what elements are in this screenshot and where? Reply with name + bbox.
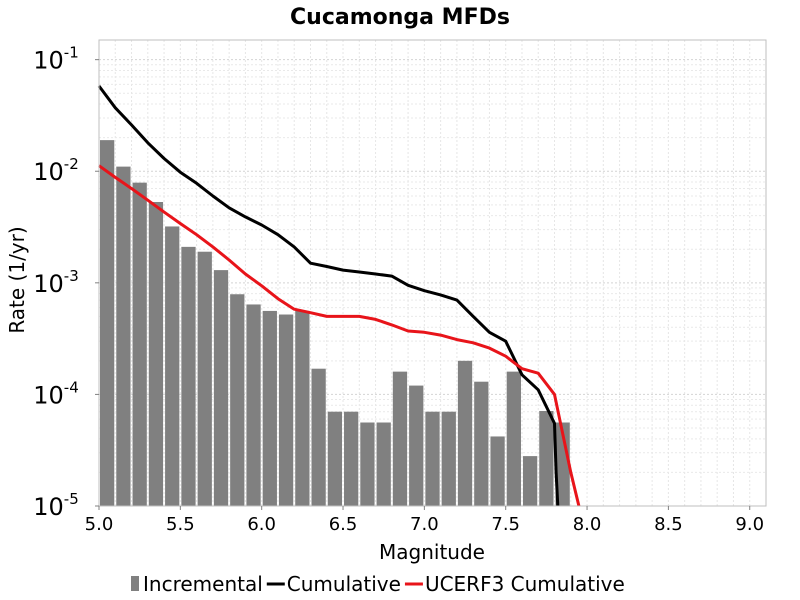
- incremental-bar: [539, 411, 554, 506]
- incremental-bar: [278, 314, 294, 506]
- series-line-cumulative: [97, 85, 560, 507]
- x-axis-ticks: 5.0 5.5 6.0 6.5 7.0 7.5 8.0 8.5 9.0: [85, 506, 764, 535]
- incremental-bar: [425, 411, 440, 506]
- incremental-bar: [344, 411, 359, 506]
- x-tick-label: 8.0: [573, 514, 602, 535]
- x-tick-label: 6.0: [247, 514, 276, 535]
- x-tick-label: 8.5: [654, 514, 683, 535]
- incremental-bar: [213, 270, 229, 506]
- x-axis-label: Magnitude: [379, 540, 485, 564]
- x-tick-label: 7.0: [410, 514, 439, 535]
- incremental-bar: [376, 422, 391, 506]
- x-tick-label: 9.0: [735, 514, 764, 535]
- legend-swatch-incremental: [131, 576, 139, 591]
- y-tick-label: 10-1: [33, 44, 79, 75]
- chart-title: Cucamonga MFDs: [290, 5, 510, 30]
- incremental-bar: [474, 381, 489, 506]
- incremental-bar: [409, 385, 424, 506]
- incremental-bar: [490, 436, 505, 506]
- incremental-bar: [100, 140, 115, 506]
- series-lines: [97, 85, 581, 507]
- incremental-bars: [100, 140, 570, 507]
- y-tick-label: 10-3: [33, 267, 79, 298]
- incremental-bar: [360, 422, 375, 506]
- y-axis-label: Rate (1/yr): [5, 226, 29, 333]
- legend-label: Cumulative: [287, 572, 401, 596]
- x-tick-label: 5.0: [85, 514, 114, 535]
- x-tick-label: 7.5: [491, 514, 520, 535]
- incremental-bar: [262, 310, 277, 506]
- incremental-bar: [165, 226, 180, 506]
- incremental-bar: [327, 411, 343, 506]
- incremental-bar: [441, 411, 456, 506]
- legend-label: Incremental: [143, 572, 263, 596]
- legend-label: UCERF3 Cumulative: [425, 572, 625, 596]
- incremental-bar: [230, 294, 245, 506]
- incremental-bar: [295, 310, 310, 506]
- incremental-bar: [116, 166, 131, 506]
- incremental-bar: [457, 360, 473, 506]
- incremental-bar: [506, 371, 521, 506]
- x-tick-label: 5.5: [166, 514, 195, 535]
- y-tick-label: 10-4: [33, 378, 79, 409]
- incremental-bar: [522, 456, 538, 506]
- incremental-bar: [246, 304, 261, 506]
- y-axis-ticks: 10-1 10-2 10-3 10-4 10-5: [33, 44, 99, 521]
- y-tick-label: 10-5: [33, 490, 79, 521]
- legend: Incremental Cumulative UCERF3 Cumulative: [131, 572, 625, 596]
- plot-border: [98, 39, 767, 507]
- incremental-bar: [392, 371, 408, 506]
- series-line-ucerf3-cumulative: [98, 164, 581, 507]
- incremental-bar: [181, 246, 196, 506]
- incremental-bar: [132, 182, 147, 506]
- x-tick-label: 6.5: [329, 514, 358, 535]
- incremental-bar: [197, 251, 212, 506]
- y-tick-label: 10-2: [33, 155, 79, 186]
- incremental-bar: [311, 368, 326, 506]
- incremental-bar: [148, 202, 164, 507]
